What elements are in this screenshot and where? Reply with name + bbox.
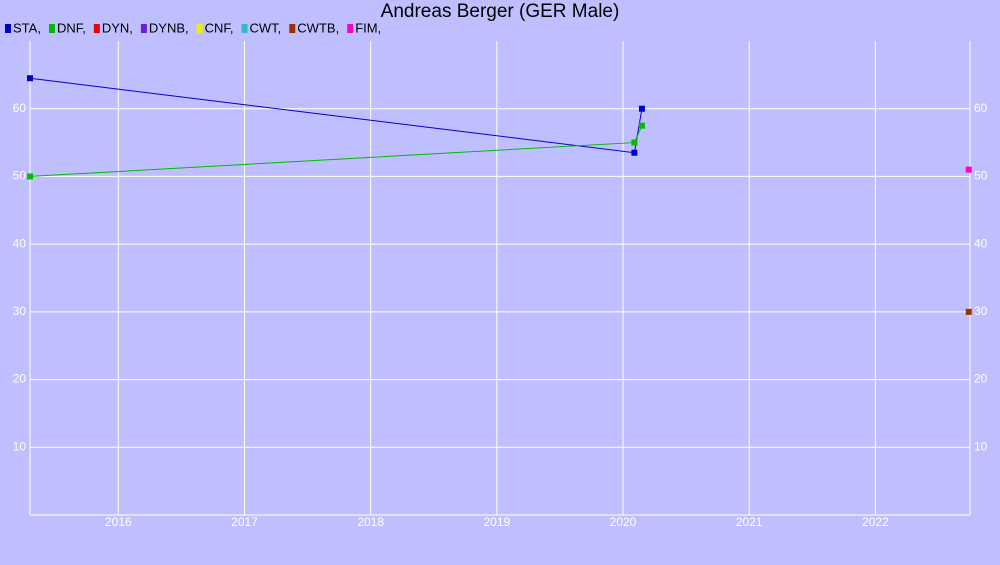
legend-label: CWT,	[250, 20, 282, 35]
legend-swatch	[347, 24, 354, 33]
point-marker	[965, 166, 972, 173]
point-marker	[965, 308, 972, 315]
legend-swatch	[5, 24, 11, 33]
legend-swatch	[241, 24, 248, 33]
y2-tick-label: 10	[974, 439, 988, 453]
y2-tick-label: 40	[974, 236, 988, 250]
point-marker	[638, 122, 645, 129]
y-tick-label: 10	[13, 439, 27, 453]
point-marker	[631, 139, 638, 146]
point-marker	[638, 105, 645, 112]
y2-tick-label: 20	[974, 372, 988, 386]
x-tick-label: 2016	[105, 515, 132, 529]
legend-label: CWTB,	[297, 20, 339, 35]
x-tick-label: 2022	[862, 515, 889, 529]
y-tick-label: 30	[13, 304, 27, 318]
legend-label: FIM,	[355, 20, 381, 35]
legend-swatch	[289, 24, 296, 33]
y-tick-label: 40	[13, 236, 27, 250]
x-tick-label: 2018	[357, 515, 384, 529]
legend-label: DNF,	[57, 20, 86, 35]
legend-swatch	[48, 24, 55, 33]
x-tick-label: 2020	[610, 515, 637, 529]
chart-title: Andreas Berger (GER Male)	[381, 1, 620, 22]
legend-label: DYN,	[102, 20, 133, 35]
y-tick-label: 20	[13, 372, 27, 386]
point-marker	[27, 173, 33, 180]
y-tick-label: 60	[13, 101, 27, 115]
point-marker	[631, 149, 638, 156]
legend-swatch	[196, 24, 203, 33]
x-tick-label: 2021	[736, 515, 763, 529]
point-marker	[27, 75, 33, 82]
y2-tick-label: 30	[974, 304, 988, 318]
legend-label: CNF,	[205, 20, 234, 35]
x-tick-label: 2019	[483, 515, 510, 529]
legend-label: DYNB,	[149, 20, 189, 35]
x-tick-label: 2017	[231, 515, 258, 529]
legend-swatch	[93, 24, 100, 33]
y2-tick-label: 60	[974, 101, 988, 115]
legend-swatch	[140, 24, 147, 33]
legend-label: STA,	[13, 20, 41, 35]
y2-tick-label: 50	[974, 169, 988, 183]
y-tick-label: 50	[13, 169, 27, 183]
